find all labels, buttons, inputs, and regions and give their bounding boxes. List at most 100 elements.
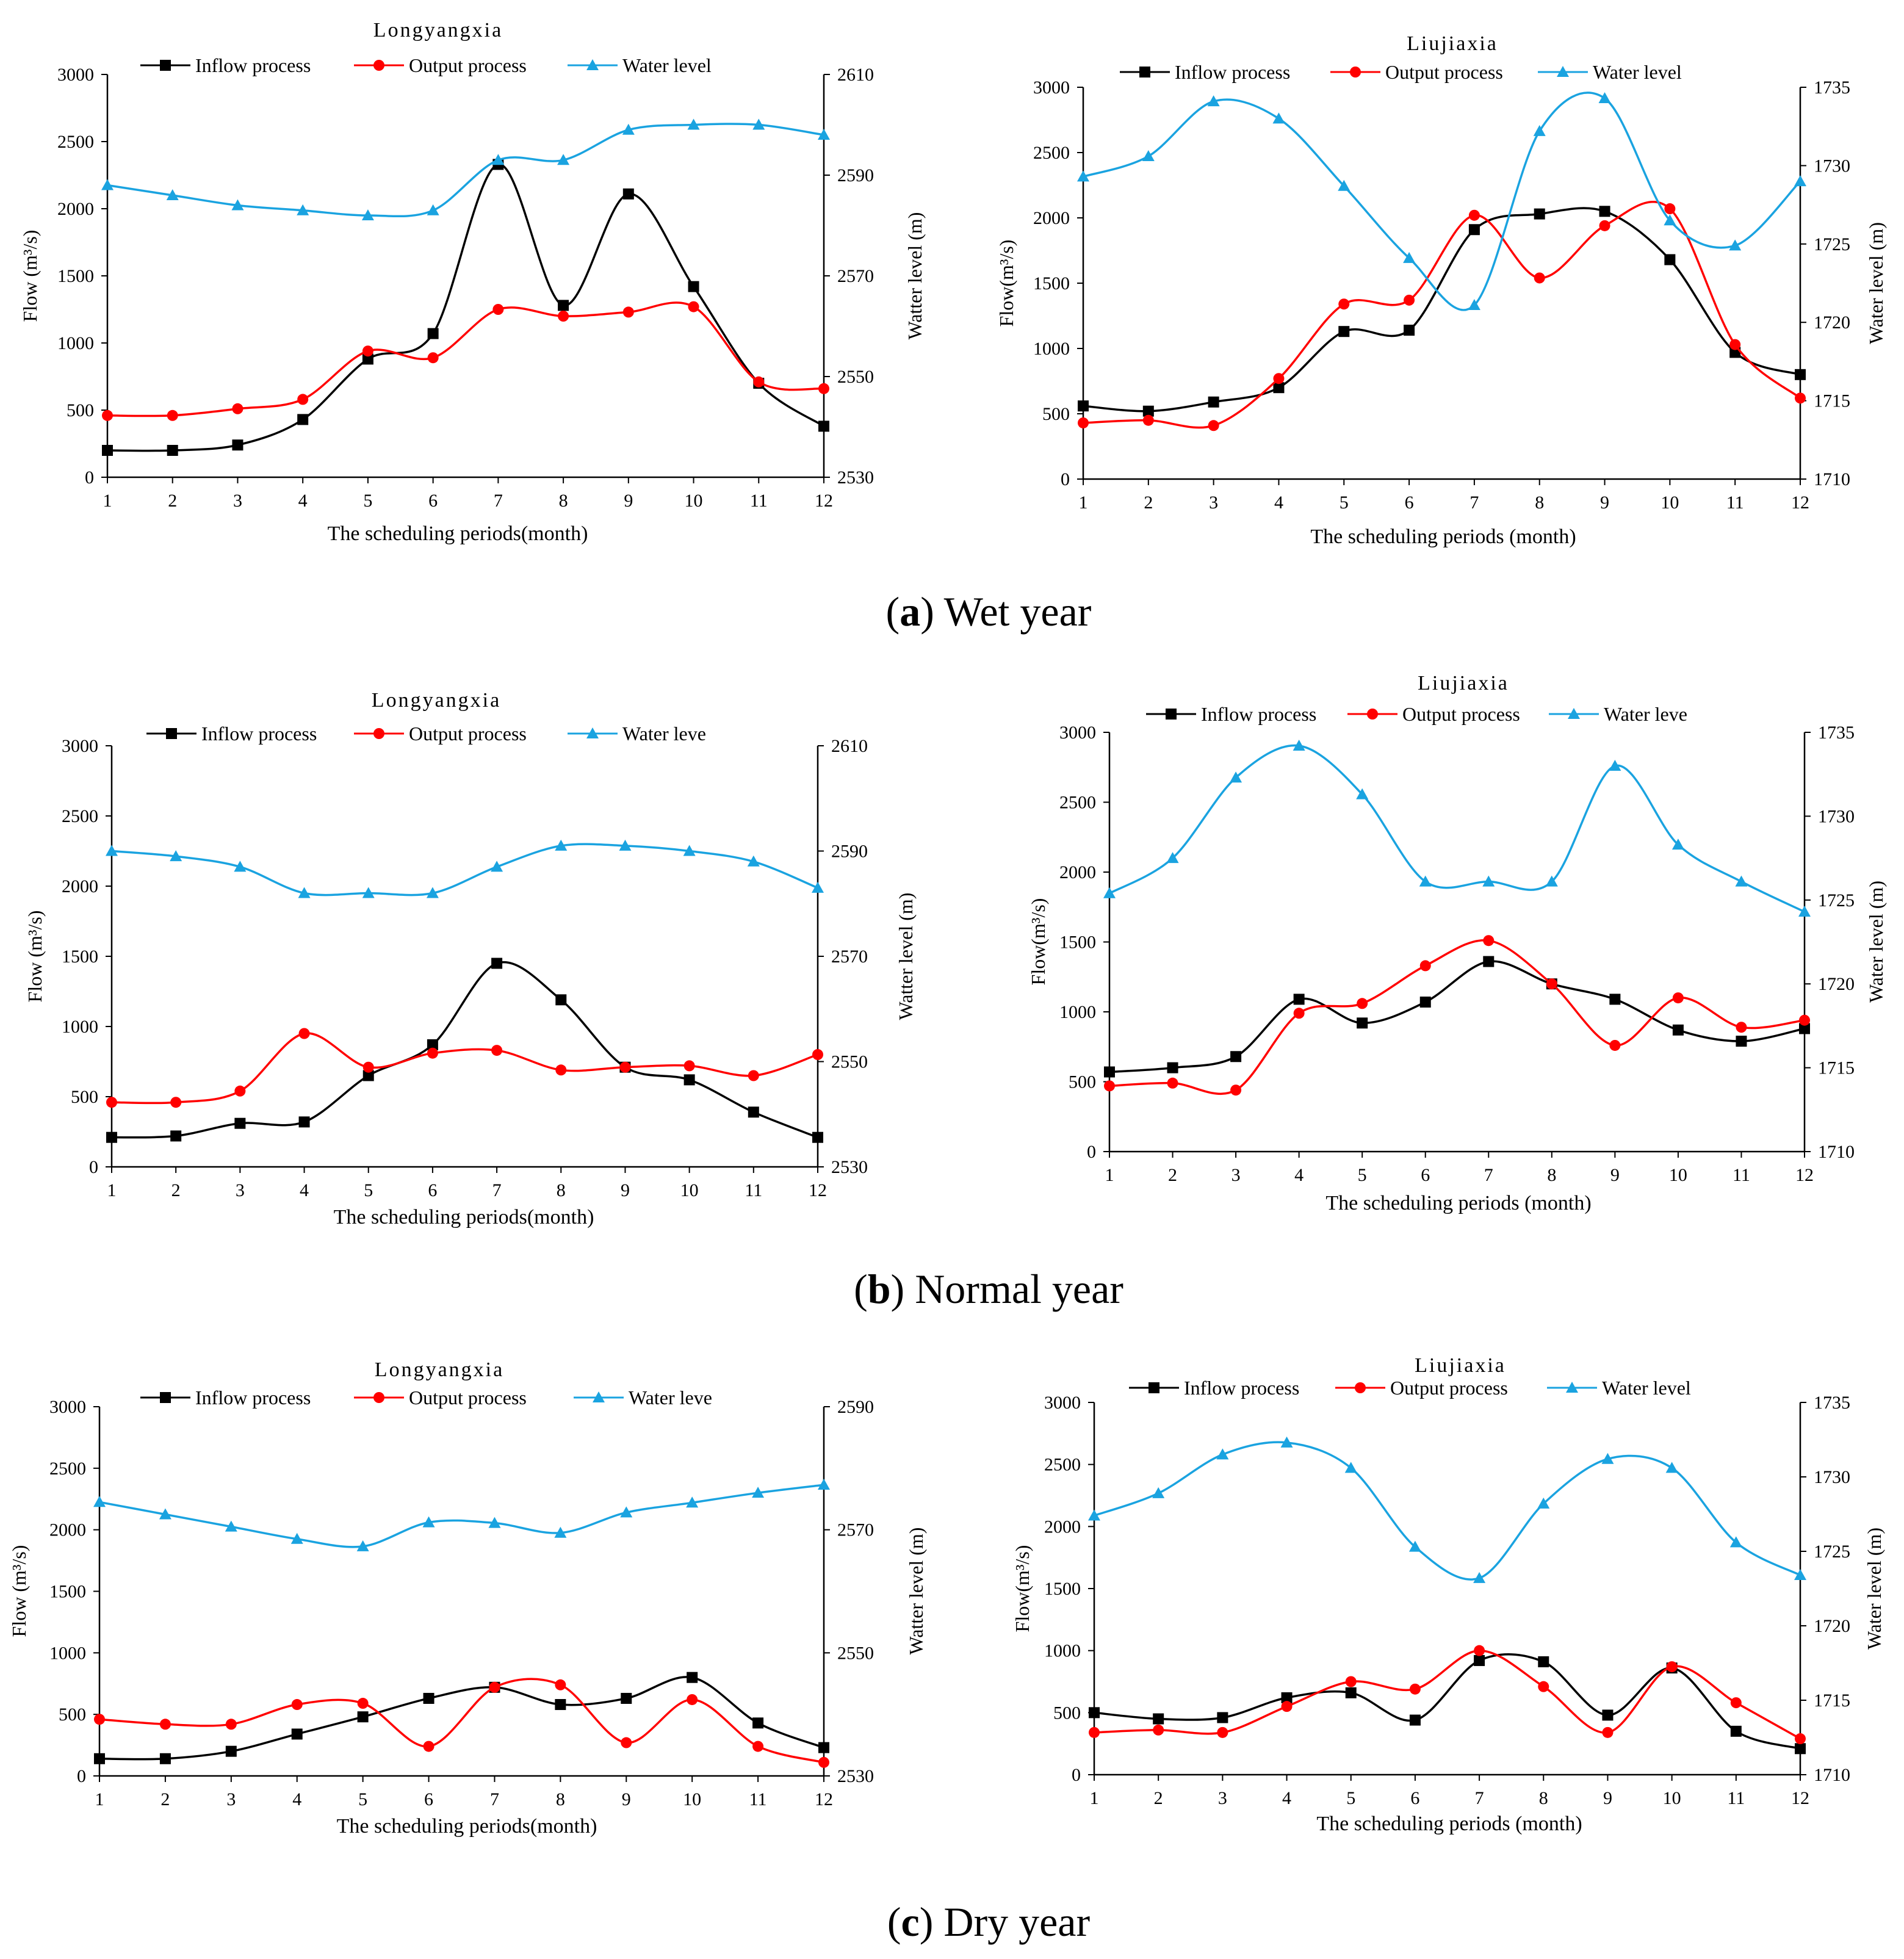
y2-tick-label: 1720 [1818,974,1855,994]
point-output [1538,1681,1549,1692]
legend-label-output: Output process [1385,61,1503,83]
x-tick-label: 11 [749,1789,767,1809]
x-tick-label: 5 [1340,492,1349,513]
point-water [492,154,505,165]
y-tick-label: 2000 [1033,208,1070,228]
point-output [748,1070,759,1081]
x-tick-label: 3 [1231,1165,1241,1185]
y2-tick-label: 1735 [1814,1393,1850,1413]
x-tick-label: 7 [1475,1788,1484,1808]
point-output [1534,272,1545,284]
point-output [619,1061,631,1073]
point-output [1736,1022,1747,1033]
series-line-output [111,1032,818,1105]
legend-label-inflow: Inflow process [1175,61,1290,83]
point-water [818,129,830,140]
y-tick-label: 500 [1042,404,1070,424]
x-tick-label: 4 [1274,492,1283,513]
y2-tick-label: 2550 [837,1643,874,1663]
point-inflow [1534,208,1545,220]
x-tick-label: 7 [1484,1165,1493,1185]
x-tick-label: 5 [1346,1788,1355,1808]
point-output [1664,203,1676,215]
point-inflow [291,1728,303,1740]
legend-label-output: Output process [409,723,527,745]
point-inflow [1357,1017,1368,1029]
point-output [1208,420,1219,431]
chart-3: 0 500 1000 1500 2000 2500 3000 2530 2550 2570 2590… [24,689,917,1228]
point-water [1293,739,1305,751]
y-tick-label: 1000 [1059,1002,1096,1022]
chart-title: Liujiaxia [1415,1354,1506,1377]
point-water [1537,1497,1550,1509]
y2-tick-label: 1730 [1814,156,1850,176]
point-inflow [362,353,373,365]
x-tick-label: 2 [160,1789,170,1809]
point-water [1230,771,1242,783]
point-water [1338,179,1350,191]
y-tick-label: 2000 [62,876,98,897]
x-tick-label: 12 [1791,1788,1809,1808]
point-inflow [170,1130,182,1142]
point-output [1153,1724,1164,1736]
legend-marker-water [586,727,599,738]
point-water [1729,239,1742,251]
y2-tick-label: 1735 [1814,78,1850,98]
point-water [1280,1436,1293,1448]
y2-tick-label: 1720 [1814,312,1850,333]
x-tick-label: 9 [622,1789,631,1809]
legend-label-water: Water leve [622,723,706,745]
y2-tick-label: 2570 [831,947,868,967]
point-inflow [1338,326,1350,337]
point-output [1104,1080,1115,1092]
y-tick-label: 0 [1072,1765,1081,1785]
point-inflow [1474,1654,1485,1666]
point-output [753,376,765,388]
legend-label-output: Output process [409,1387,527,1409]
point-inflow [1419,996,1431,1008]
point-water [557,154,570,165]
x-tick-label: 7 [492,1180,502,1200]
point-output [297,394,309,405]
point-output [225,1719,237,1730]
y2-axis-label: Watter level (m) [895,893,917,1020]
point-water [1408,1540,1421,1552]
y2-axis-label: Water level (m) [1865,881,1887,1003]
point-water [1798,906,1811,917]
x-tick-label: 1 [103,491,112,511]
point-inflow [167,445,178,456]
point-output [1468,209,1480,221]
point-inflow [159,1753,171,1764]
point-water [93,1496,106,1507]
x-tick-label: 6 [428,491,438,511]
x-tick-label: 10 [683,1789,701,1809]
x-tick-label: 1 [1079,492,1088,513]
y2-tick-label: 2590 [837,165,874,186]
point-water [1729,1536,1742,1548]
point-water [1403,251,1416,263]
x-tick-label: 6 [1410,1788,1419,1808]
point-inflow [1736,1036,1747,1047]
x-tick-label: 6 [428,1180,437,1200]
point-output [1217,1726,1228,1738]
x-tick-label: 1 [1090,1788,1099,1808]
x-tick-label: 4 [298,491,308,511]
y-tick-label: 2500 [49,1459,86,1479]
point-output [291,1699,303,1711]
point-water [1356,788,1369,799]
point-inflow [818,1742,829,1753]
x-axis-label: The scheduling periods (month) [1310,525,1576,548]
chart-5: 0 500 1000 1500 2000 2500 3000 2530 2550 2570 2590… [8,1358,927,1838]
point-water [427,204,439,215]
y-tick-label: 2500 [57,132,94,152]
point-inflow [818,420,829,432]
point-output [1419,960,1431,972]
y2-tick-label: 1715 [1814,1690,1850,1711]
point-water [1601,1452,1614,1464]
point-water [1545,875,1558,887]
x-tick-label: 4 [1282,1788,1291,1808]
legend-label-water: Water leve [629,1387,712,1409]
y-tick-label: 0 [1061,469,1070,489]
series-line-water [99,1484,824,1548]
legend-marker-output [1355,1382,1366,1393]
